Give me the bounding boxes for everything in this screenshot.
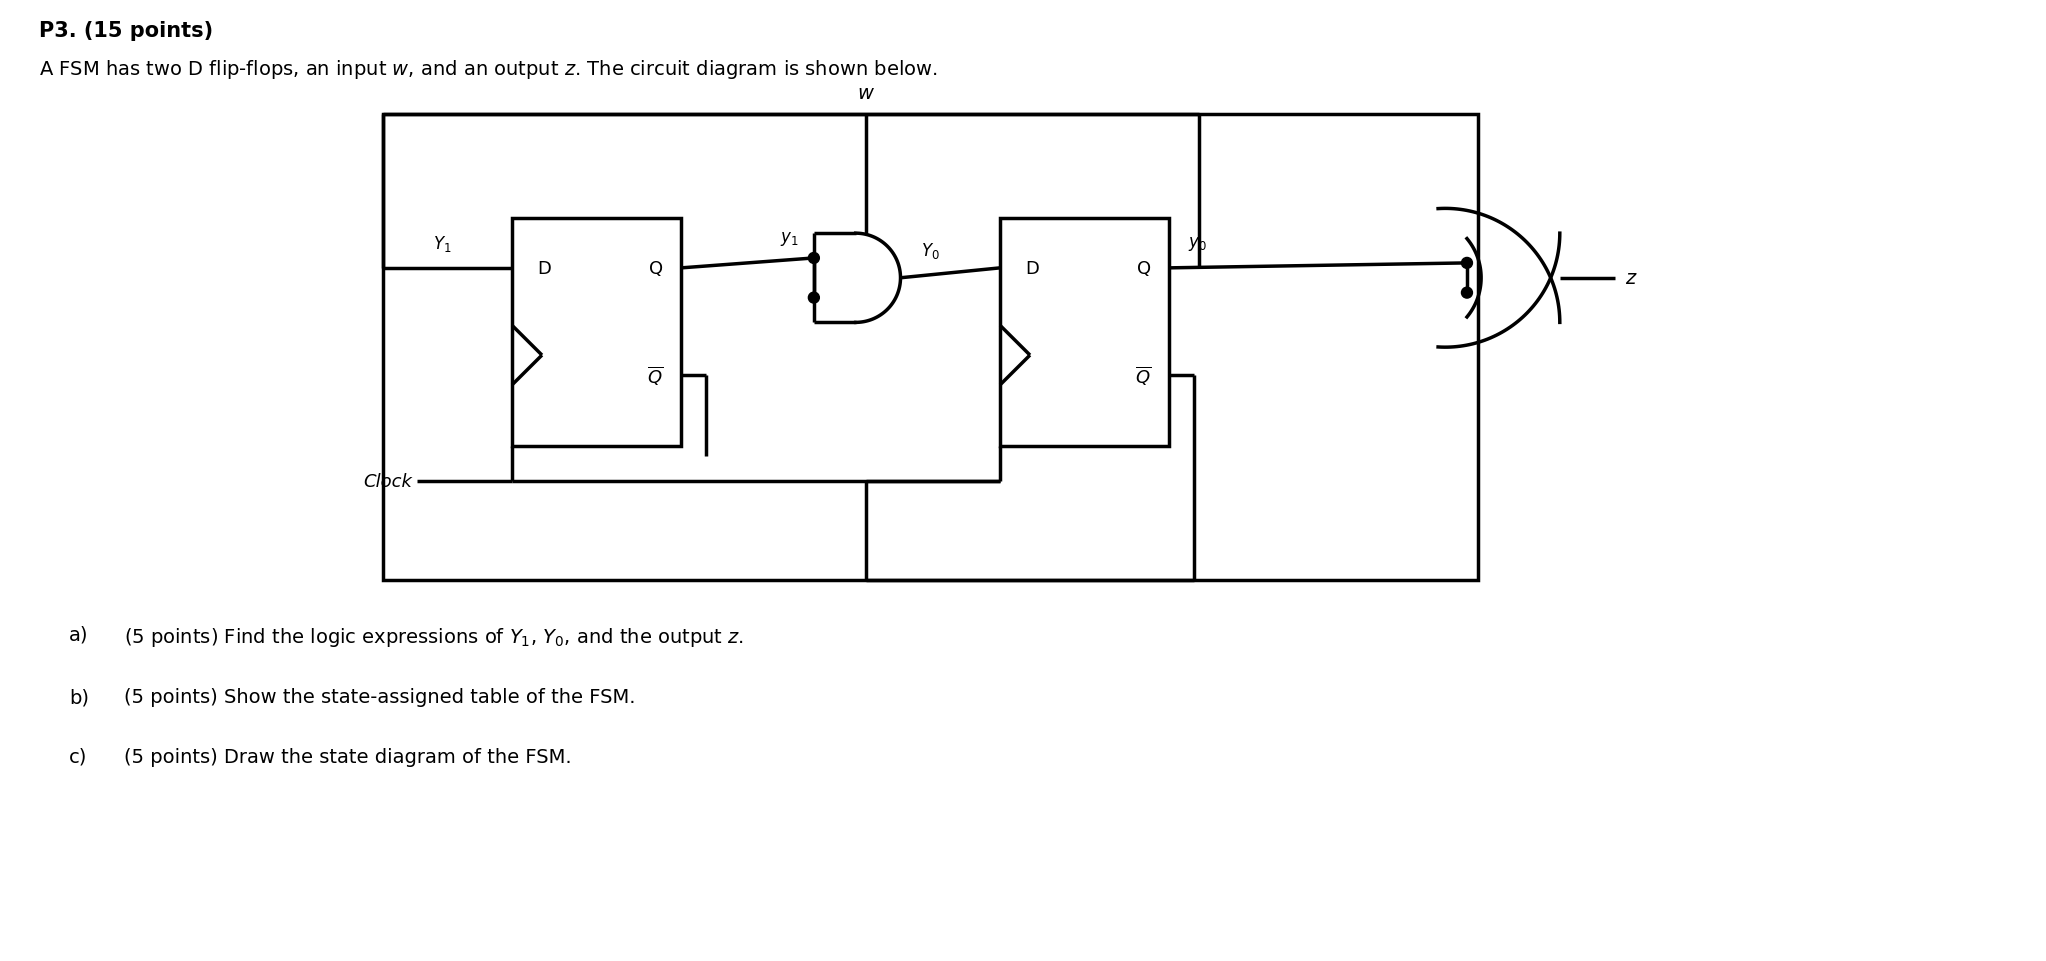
Text: D: D <box>536 259 550 278</box>
Text: $Y_0$: $Y_0$ <box>921 241 939 260</box>
Text: A FSM has two D flip-flops, an input $w$, and an output $z$. The circuit diagram: A FSM has two D flip-flops, an input $w$… <box>39 58 937 81</box>
Bar <box>383 115 1477 580</box>
Text: Clock: Clock <box>364 473 413 490</box>
Text: D: D <box>1025 259 1039 278</box>
Text: $w$: $w$ <box>857 84 874 103</box>
Circle shape <box>808 293 818 304</box>
Text: $y_1$: $y_1$ <box>780 230 798 248</box>
Bar <box>1000 219 1170 447</box>
Text: (5 points) Find the logic expressions of $Y_1$, $Y_0$, and the output $z$.: (5 points) Find the logic expressions of… <box>123 625 745 648</box>
Circle shape <box>1461 259 1473 269</box>
Text: $\overline{Q}$: $\overline{Q}$ <box>1136 364 1152 387</box>
Text: $\overline{Q}$: $\overline{Q}$ <box>647 364 663 387</box>
Bar <box>483 219 512 447</box>
Text: a): a) <box>70 625 88 644</box>
Circle shape <box>1461 288 1473 299</box>
Text: Q: Q <box>1138 259 1152 278</box>
Circle shape <box>808 254 818 264</box>
Text: Q: Q <box>649 259 663 278</box>
Text: b): b) <box>70 687 88 706</box>
Text: $z$: $z$ <box>1625 269 1639 288</box>
Text: $Y_1$: $Y_1$ <box>434 234 452 254</box>
Text: (5 points) Show the state-assigned table of the FSM.: (5 points) Show the state-assigned table… <box>123 687 634 706</box>
Bar <box>512 219 681 447</box>
Text: $y_0$: $y_0$ <box>1189 234 1207 253</box>
Text: (5 points) Draw the state diagram of the FSM.: (5 points) Draw the state diagram of the… <box>123 747 571 766</box>
Text: P3. (15 points): P3. (15 points) <box>39 21 213 41</box>
Text: c): c) <box>70 747 88 766</box>
